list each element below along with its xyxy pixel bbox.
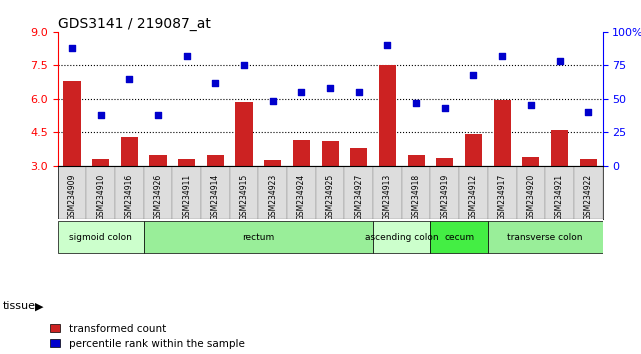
Text: GSM234915: GSM234915 — [240, 174, 249, 220]
Text: GSM234917: GSM234917 — [497, 174, 506, 220]
Bar — [402, 166, 431, 219]
Bar — [258, 166, 287, 219]
Text: GSM234911: GSM234911 — [182, 174, 191, 220]
Text: GSM234914: GSM234914 — [211, 174, 220, 220]
Text: GSM234909: GSM234909 — [67, 174, 76, 220]
Point — [325, 85, 335, 91]
Bar — [121, 137, 138, 166]
Bar — [293, 140, 310, 166]
Text: GSM234918: GSM234918 — [412, 174, 420, 220]
Point — [181, 53, 192, 59]
Bar — [264, 160, 281, 166]
Bar — [58, 166, 87, 219]
Bar — [551, 130, 568, 166]
Bar — [488, 221, 603, 253]
Bar — [373, 166, 402, 219]
Bar — [344, 166, 373, 219]
Bar — [92, 159, 110, 166]
Bar — [465, 135, 482, 166]
Text: GSM234926: GSM234926 — [154, 174, 163, 220]
Point — [411, 100, 421, 105]
Point — [268, 99, 278, 104]
Point — [469, 72, 479, 78]
Text: GSM234919: GSM234919 — [440, 174, 449, 220]
Point — [583, 109, 594, 115]
Text: GDS3141 / 219087_at: GDS3141 / 219087_at — [58, 17, 210, 31]
Point — [67, 45, 77, 51]
Bar — [149, 154, 167, 166]
Text: cecum: cecum — [444, 233, 474, 241]
Bar — [316, 166, 344, 219]
Text: GSM234916: GSM234916 — [125, 174, 134, 220]
Point — [153, 112, 163, 118]
Point — [497, 53, 507, 59]
Text: tissue: tissue — [3, 301, 36, 311]
Bar — [437, 158, 453, 166]
Bar — [522, 157, 540, 166]
Text: ▶: ▶ — [35, 301, 44, 311]
Point — [382, 42, 392, 48]
Text: ascending colon: ascending colon — [365, 233, 438, 241]
Bar — [201, 166, 229, 219]
Point — [440, 105, 450, 111]
Text: GSM234920: GSM234920 — [526, 174, 535, 220]
Bar — [287, 166, 316, 219]
Bar — [63, 81, 81, 166]
Bar — [172, 166, 201, 219]
Text: GSM234922: GSM234922 — [584, 174, 593, 220]
Bar — [545, 166, 574, 219]
Bar — [379, 65, 396, 166]
Bar — [459, 166, 488, 219]
Bar — [494, 100, 511, 166]
Point — [96, 112, 106, 118]
Bar — [431, 166, 459, 219]
Text: GSM234924: GSM234924 — [297, 174, 306, 220]
Bar — [235, 102, 253, 166]
Bar — [144, 166, 172, 219]
Text: GSM234925: GSM234925 — [326, 174, 335, 220]
Bar — [115, 166, 144, 219]
Point — [554, 58, 565, 64]
Bar — [488, 166, 517, 219]
Text: transverse colon: transverse colon — [508, 233, 583, 241]
Bar — [408, 154, 425, 166]
Bar — [229, 166, 258, 219]
Text: GSM234923: GSM234923 — [269, 174, 278, 220]
Bar — [58, 221, 144, 253]
Text: GSM234913: GSM234913 — [383, 174, 392, 220]
Bar — [579, 159, 597, 166]
Point — [296, 89, 306, 95]
Bar — [322, 141, 338, 166]
Bar — [373, 221, 431, 253]
Text: sigmoid colon: sigmoid colon — [69, 233, 132, 241]
Point — [210, 80, 221, 86]
Legend: transformed count, percentile rank within the sample: transformed count, percentile rank withi… — [50, 324, 245, 349]
Bar — [431, 221, 488, 253]
Bar — [350, 148, 367, 166]
Point — [354, 89, 364, 95]
Point — [124, 76, 135, 81]
Bar — [207, 154, 224, 166]
Text: GSM234921: GSM234921 — [555, 174, 564, 220]
Text: GSM234910: GSM234910 — [96, 174, 105, 220]
Bar — [517, 166, 545, 219]
Point — [239, 62, 249, 68]
Bar — [574, 166, 603, 219]
Text: GSM234912: GSM234912 — [469, 174, 478, 220]
Bar — [87, 166, 115, 219]
Text: GSM234927: GSM234927 — [354, 174, 363, 220]
Bar — [144, 221, 373, 253]
Bar — [178, 159, 196, 166]
Text: rectum: rectum — [242, 233, 274, 241]
Point — [526, 103, 536, 108]
